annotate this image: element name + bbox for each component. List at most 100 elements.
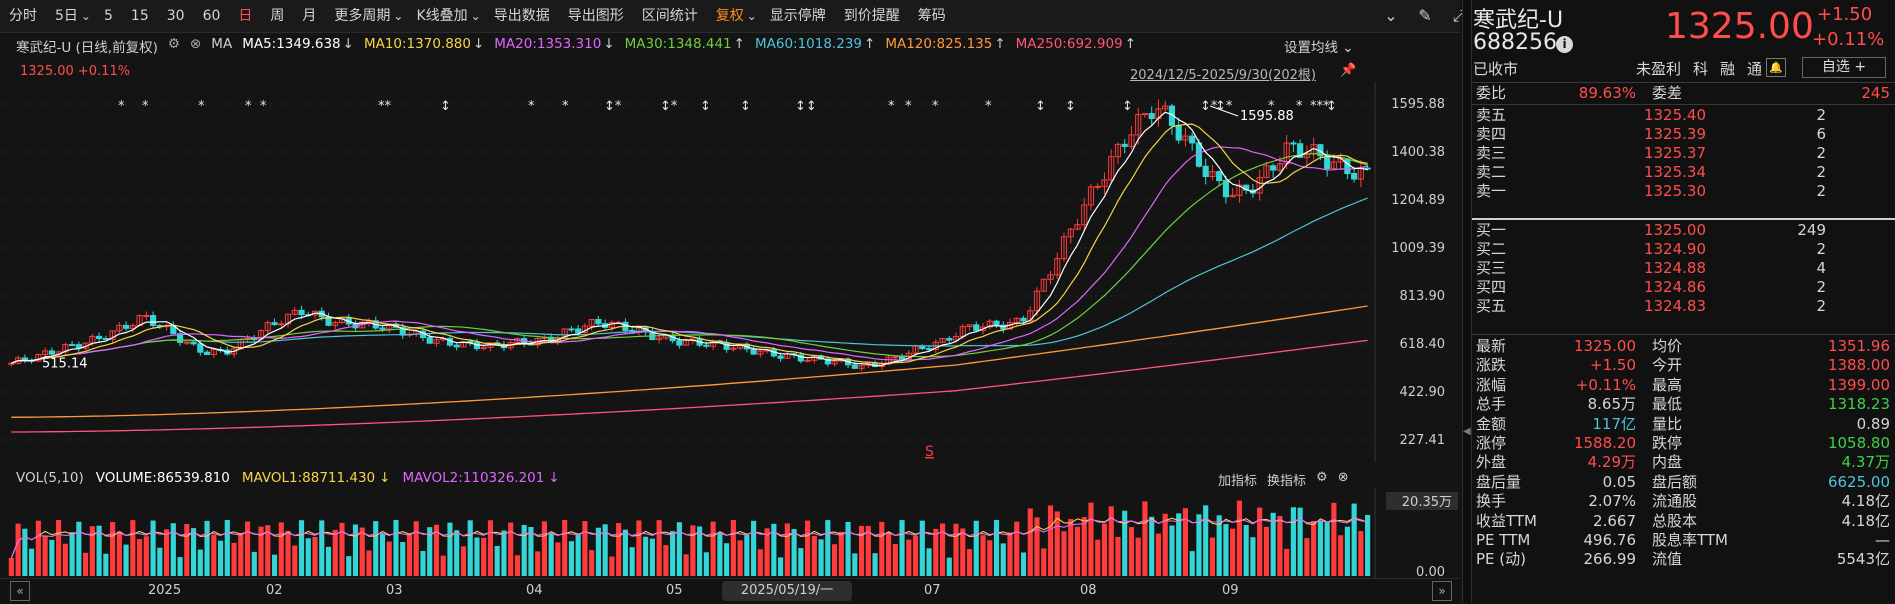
label: 总手 bbox=[1476, 395, 1507, 414]
pin-icon[interactable]: 📌 bbox=[1340, 63, 1357, 78]
volume-bar bbox=[400, 542, 406, 576]
volume-bar bbox=[42, 535, 48, 576]
gear-icon[interactable]: ⚙ bbox=[1316, 470, 1328, 485]
period-tab[interactable]: 到价提醒 bbox=[843, 8, 900, 24]
period-tab[interactable]: 复权 bbox=[715, 8, 744, 24]
period-tab[interactable]: 日 bbox=[238, 8, 253, 24]
order-book-row[interactable]: 卖五 1325.40 2 bbox=[1476, 106, 1892, 125]
period-tab[interactable]: 5 bbox=[103, 8, 113, 24]
chevron-down-circle-icon[interactable]: ⌄ bbox=[1384, 6, 1398, 25]
close-icon[interactable]: ⊗ bbox=[1337, 470, 1349, 485]
volume-bar bbox=[1162, 513, 1168, 576]
x-label: 08 bbox=[1080, 583, 1097, 598]
order-book-row[interactable]: 买五 1324.83 2 bbox=[1476, 297, 1892, 316]
order-book-row[interactable]: 买四 1324.86 2 bbox=[1476, 278, 1892, 297]
volume-bar bbox=[521, 524, 527, 576]
volume-bar bbox=[29, 548, 35, 576]
main-chart-svg[interactable]: 1595.88 1400.38 1204.89 1009.39 813.90 618.40… bbox=[0, 82, 1460, 462]
candlestick-chart[interactable]: 1595.88 1400.38 1204.89 1009.39 813.90 618.40… bbox=[0, 82, 1460, 462]
candle-body bbox=[1128, 134, 1135, 147]
candle-body bbox=[925, 348, 933, 351]
order-book-row[interactable]: 卖四 1325.39 6 bbox=[1476, 125, 1892, 144]
scroll-right-icon[interactable]: » bbox=[1432, 581, 1452, 601]
order-book-row[interactable]: 卖二 1325.34 2 bbox=[1476, 163, 1892, 182]
order-book-row[interactable]: 买二 1324.90 2 bbox=[1476, 240, 1892, 259]
order-book-row[interactable]: 买三 1324.88 4 bbox=[1476, 259, 1892, 278]
quantity: 2 bbox=[1816, 240, 1826, 258]
volume-bar bbox=[62, 543, 68, 576]
ma-legend: 寒武纪-U (日线,前复权) ⚙ ⊗ MA MA5:1349.638 ↓ MA10:… bbox=[16, 36, 1136, 56]
volume-bar bbox=[305, 538, 311, 576]
collapse-arrow-icon[interactable]: ◀ bbox=[1463, 426, 1471, 437]
period-tab[interactable]: 更多周期 bbox=[334, 8, 391, 24]
label: 涨停 bbox=[1476, 434, 1507, 452]
period-tab[interactable]: 30 bbox=[166, 8, 185, 24]
volume-bar bbox=[244, 521, 251, 576]
event-marker: ↕* bbox=[1215, 99, 1233, 114]
value: 4.18亿 bbox=[1841, 511, 1890, 530]
order-book-row[interactable]: 买一 1325.00 249 bbox=[1476, 221, 1892, 240]
panel-divider[interactable]: ◀ bbox=[1462, 0, 1472, 603]
brush-icon[interactable]: ✎ bbox=[1418, 6, 1432, 25]
volume-bar bbox=[379, 534, 386, 576]
label: 收益TTM bbox=[1476, 511, 1538, 530]
x-label: 07 bbox=[924, 583, 941, 598]
label: 内盘 bbox=[1652, 453, 1683, 472]
ma-value: MA30:1348.441 bbox=[624, 36, 732, 52]
period-tab[interactable]: 15 bbox=[130, 8, 149, 24]
period-tab[interactable]: 分时 bbox=[9, 8, 37, 24]
value: 245 bbox=[1861, 84, 1890, 102]
chevron-down-icon: ⌄ bbox=[470, 9, 481, 23]
info-icon[interactable]: i bbox=[1556, 36, 1573, 53]
set-ma-button[interactable]: 设置均线 ⌄ bbox=[1284, 40, 1354, 56]
volume-bar bbox=[1142, 501, 1148, 576]
volume-bar bbox=[548, 533, 554, 576]
period-tab[interactable]: 导出数据 bbox=[493, 8, 550, 24]
ma-line bbox=[11, 339, 1368, 433]
volume-chart[interactable]: 20.35万 0.00 bbox=[0, 488, 1460, 580]
volume-bar bbox=[690, 525, 696, 576]
volume-bar bbox=[778, 557, 784, 576]
close-icon[interactable]: ⊗ bbox=[189, 36, 202, 52]
volume-chart-svg[interactable]: 20.35万 0.00 bbox=[0, 488, 1460, 580]
candle-body bbox=[1067, 228, 1074, 238]
price: 1325.30 bbox=[1643, 182, 1706, 200]
gear-icon[interactable]: ⚙ bbox=[167, 36, 180, 52]
volume-arrow: ↓ bbox=[379, 470, 391, 486]
volume-bar bbox=[973, 520, 979, 576]
add-indicator-button[interactable]: 加指标 bbox=[1218, 474, 1258, 489]
period-tab[interactable]: 显示停牌 bbox=[769, 8, 826, 24]
event-marker: ↕ bbox=[740, 99, 751, 114]
date-range[interactable]: 2024/12/5-2025/9/30(202根) bbox=[1130, 68, 1316, 83]
period-tab[interactable]: 5日 bbox=[55, 8, 78, 24]
add-watchlist-button[interactable]: 自选 + bbox=[1802, 57, 1886, 78]
event-marker: * bbox=[932, 99, 939, 114]
chart-title: 寒武纪-U (日线,前复权) bbox=[16, 40, 158, 56]
volume-bar bbox=[703, 552, 709, 576]
quantity: 2 bbox=[1816, 278, 1826, 296]
period-tab[interactable]: K线叠加 bbox=[416, 8, 468, 24]
candle-body bbox=[298, 309, 305, 316]
order-book-row[interactable]: 卖一 1325.30 2 bbox=[1476, 182, 1892, 201]
event-marker: * bbox=[198, 99, 205, 114]
period-tab[interactable]: 区间统计 bbox=[641, 8, 698, 24]
label: 卖三 bbox=[1476, 144, 1507, 162]
value: 8.65万 bbox=[1587, 395, 1636, 414]
bell-icon[interactable]: 🔔 bbox=[1766, 58, 1786, 77]
period-tab[interactable]: 筹码 bbox=[917, 8, 946, 24]
divider bbox=[1472, 82, 1895, 83]
volume-bar bbox=[1284, 548, 1290, 576]
candle-body bbox=[824, 358, 831, 365]
volume-bar bbox=[697, 526, 703, 576]
switch-indicator-button[interactable]: 换指标 bbox=[1267, 474, 1307, 489]
period-tab[interactable]: 周 bbox=[270, 8, 285, 24]
period-tab[interactable]: 月 bbox=[302, 8, 317, 24]
candle-body bbox=[453, 344, 460, 348]
period-tab[interactable]: 60 bbox=[202, 8, 221, 24]
order-book-row[interactable]: 卖三 1325.37 2 bbox=[1476, 144, 1892, 163]
scroll-left-icon[interactable]: « bbox=[10, 581, 30, 601]
volume-bar bbox=[22, 528, 28, 576]
label: 买四 bbox=[1476, 278, 1507, 296]
period-tab[interactable]: 导出图形 bbox=[567, 8, 624, 24]
volume-bar bbox=[892, 544, 898, 576]
